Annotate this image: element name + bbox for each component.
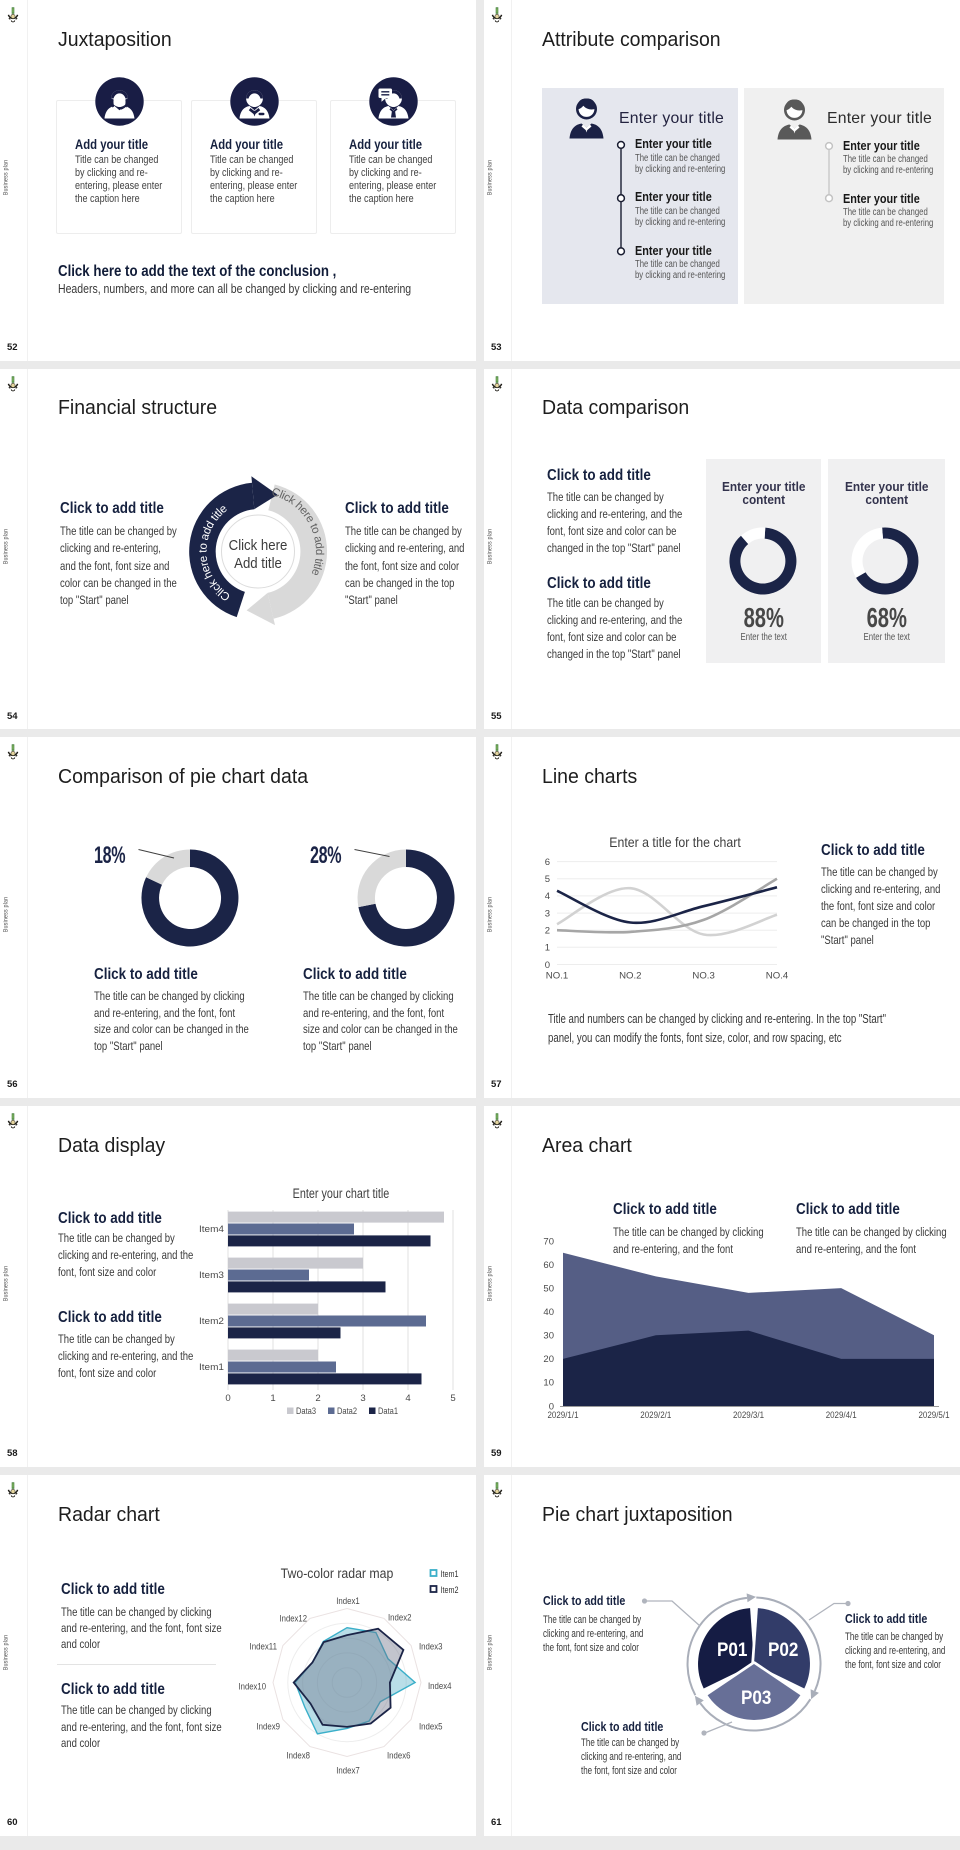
svg-text:10: 10 — [543, 1378, 554, 1389]
svg-text:6: 6 — [545, 857, 550, 868]
svg-text:0: 0 — [545, 960, 550, 971]
svg-text:2029/5/1: 2029/5/1 — [919, 1410, 950, 1421]
svg-text:4: 4 — [545, 891, 550, 902]
svg-text:2: 2 — [545, 926, 550, 937]
svg-text:3: 3 — [545, 908, 550, 919]
svg-text:Item4: Item4 — [199, 1224, 225, 1235]
svg-text:20: 20 — [543, 1354, 554, 1365]
svg-text:2029/4/1: 2029/4/1 — [826, 1410, 857, 1421]
svg-text:NO.3: NO.3 — [692, 971, 714, 982]
svg-text:5: 5 — [545, 874, 550, 885]
svg-text:Index9: Index9 — [257, 1722, 281, 1732]
svg-text:2029/3/1: 2029/3/1 — [733, 1410, 764, 1421]
svg-text:0: 0 — [225, 1393, 230, 1404]
svg-text:Item3: Item3 — [199, 1270, 224, 1281]
svg-text:Index10: Index10 — [239, 1682, 267, 1692]
svg-text:30: 30 — [543, 1331, 554, 1342]
svg-text:Index11: Index11 — [250, 1642, 278, 1652]
svg-text:Index1: Index1 — [336, 1596, 360, 1606]
svg-text:2: 2 — [315, 1393, 320, 1404]
svg-text:Index3: Index3 — [419, 1642, 443, 1652]
svg-text:Index4: Index4 — [428, 1681, 452, 1691]
svg-text:5: 5 — [450, 1393, 455, 1404]
svg-text:Index7: Index7 — [336, 1766, 360, 1776]
svg-text:Data1: Data1 — [378, 1405, 398, 1416]
svg-text:Index12: Index12 — [280, 1614, 308, 1624]
svg-text:Index5: Index5 — [419, 1722, 443, 1732]
svg-text:Item2: Item2 — [199, 1316, 224, 1327]
svg-text:NO.2: NO.2 — [619, 971, 641, 982]
svg-text:70: 70 — [543, 1236, 554, 1247]
svg-text:Data3: Data3 — [296, 1405, 316, 1416]
svg-text:3: 3 — [360, 1393, 365, 1404]
svg-text:2029/2/1: 2029/2/1 — [640, 1410, 671, 1421]
svg-text:1: 1 — [545, 943, 550, 954]
svg-text:Index2: Index2 — [388, 1613, 412, 1623]
svg-text:Index8: Index8 — [287, 1751, 311, 1761]
svg-text:Data2: Data2 — [337, 1405, 357, 1416]
svg-text:1: 1 — [270, 1393, 275, 1404]
svg-text:NO.4: NO.4 — [766, 971, 789, 982]
svg-text:40: 40 — [543, 1307, 554, 1318]
svg-text:Item1: Item1 — [441, 1569, 459, 1579]
svg-text:Item2: Item2 — [441, 1585, 459, 1595]
svg-text:50: 50 — [543, 1283, 554, 1294]
svg-text:60: 60 — [543, 1260, 554, 1271]
svg-text:4: 4 — [405, 1393, 411, 1404]
svg-text:Item1: Item1 — [199, 1362, 224, 1373]
svg-text:NO.1: NO.1 — [546, 971, 568, 982]
svg-text:2029/1/1: 2029/1/1 — [548, 1410, 579, 1421]
svg-text:0: 0 — [549, 1401, 554, 1412]
svg-text:Index6: Index6 — [387, 1751, 411, 1761]
